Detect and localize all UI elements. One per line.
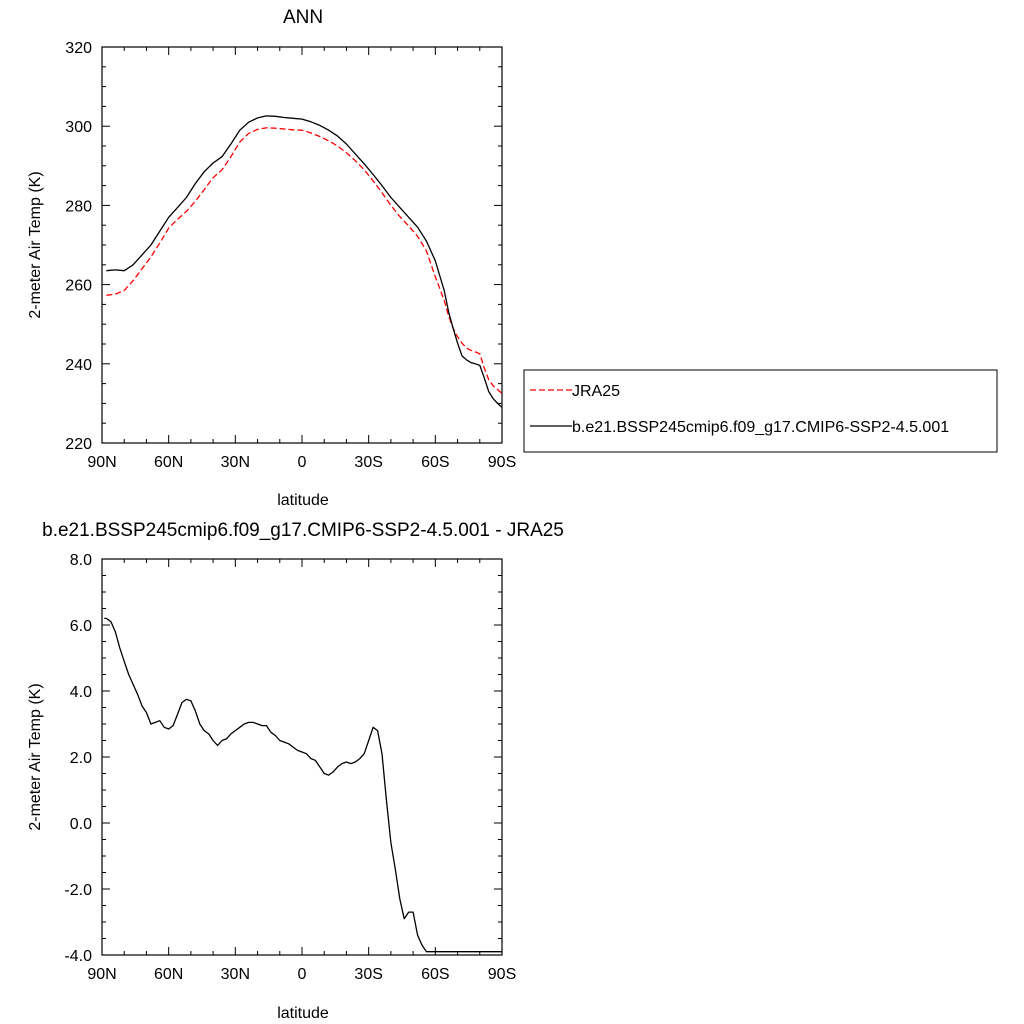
top-panel: ANN 90N 60N 30N 0 30S 60S 90S 220 240 260 280 300 32… [27, 7, 516, 509]
bottom-series-line-0 [104, 617, 502, 953]
top-y-tick-label: 220 [65, 436, 92, 453]
bottom-x-tick-label: 30N [221, 966, 250, 983]
bottom-y-tick-label: 2.0 [70, 750, 92, 767]
bottom-series-lines [104, 617, 502, 953]
bottom-panel: b.e21.BSSP245cmip6.f09_g17.CMIP6-SSP2-4.… [27, 520, 564, 1022]
top-y-tick-label: 260 [65, 278, 92, 295]
top-series-line-0 [106, 127, 503, 394]
top-y-tick-label: 240 [65, 357, 92, 374]
top-x-tick-label: 60N [154, 454, 183, 471]
legend-label-model: b.e21.BSSP245cmip6.f09_g17.CMIP6-SSP2-4.… [572, 419, 949, 436]
top-y-tick-label: 300 [65, 119, 92, 136]
bottom-x-axis-label: latitude [277, 1005, 329, 1022]
legend: JRA25 b.e21.BSSP245cmip6.f09_g17.CMIP6-S… [523, 369, 998, 453]
bottom-y-tick-label: 8.0 [70, 552, 92, 569]
bottom-x-tick-label: 90N [87, 966, 116, 983]
top-x-tick-label: 30N [221, 454, 250, 471]
top-x-tick-label: 90S [488, 454, 516, 471]
top-plot-frame [101, 46, 503, 444]
bottom-y-axis-label: 2-meter Air Temp (K) [27, 683, 44, 830]
bottom-x-tick-label: 60N [154, 966, 183, 983]
top-y-tick-label: 280 [65, 198, 92, 215]
top-y-tick-label: 320 [65, 40, 92, 57]
bottom-plot-frame [101, 558, 503, 956]
top-y-axis-label: 2-meter Air Temp (K) [27, 171, 44, 318]
bottom-y-tick-label: 6.0 [70, 618, 92, 635]
legend-box [523, 369, 998, 453]
bottom-y-tick-label: -2.0 [64, 882, 92, 899]
top-ticks: 90N 60N 30N 0 30S 60S 90S 220 240 260 280 300 320 [65, 40, 516, 471]
top-series-line-1 [106, 115, 503, 408]
top-series-lines [106, 115, 503, 408]
bottom-ticks: 90N 60N 30N 0 30S 60S 90S -4.0 -2.0 0.0 2.0 4.0 6.0 8… [64, 552, 516, 983]
bottom-y-tick-label: 0.0 [70, 816, 92, 833]
bottom-x-tick-label: 0 [298, 966, 307, 983]
bottom-y-tick-label: -4.0 [64, 948, 92, 965]
top-chart-title: ANN [283, 7, 323, 28]
top-x-tick-label: 60S [421, 454, 449, 471]
top-x-tick-label: 90N [87, 454, 116, 471]
top-x-tick-label: 30S [354, 454, 382, 471]
bottom-x-tick-label: 90S [488, 966, 516, 983]
top-x-axis-label: latitude [277, 492, 329, 509]
bottom-x-tick-label: 60S [421, 966, 449, 983]
legend-label-jra25: JRA25 [572, 383, 620, 400]
bottom-x-tick-label: 30S [354, 966, 382, 983]
top-x-tick-label: 0 [298, 454, 307, 471]
bottom-chart-title: b.e21.BSSP245cmip6.f09_g17.CMIP6-SSP2-4.… [42, 520, 564, 541]
bottom-y-tick-label: 4.0 [70, 684, 92, 701]
